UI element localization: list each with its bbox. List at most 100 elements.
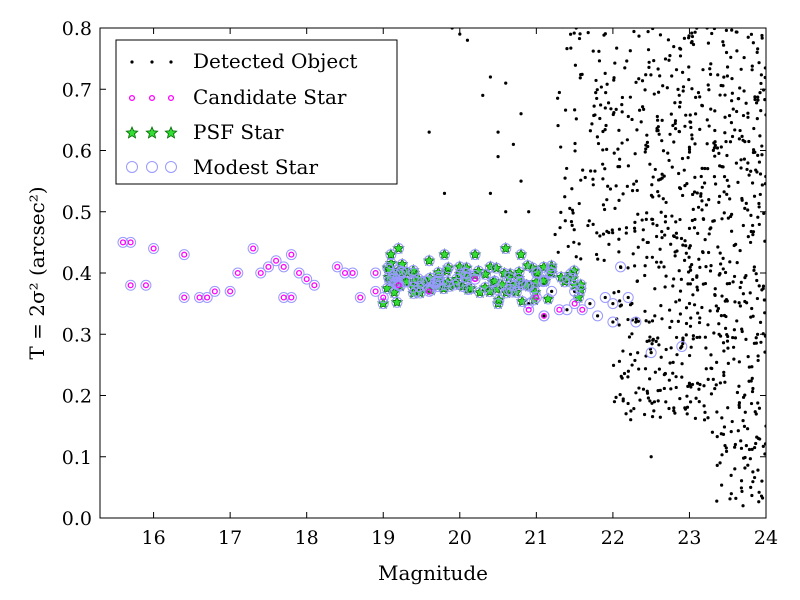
point-detected-object (647, 16, 650, 19)
point-detected-object (680, 362, 684, 366)
point-detected-object (736, 180, 740, 184)
legend-label-detected: Detected Object (193, 49, 357, 73)
point-modest-star (301, 273, 313, 285)
point-detected-object (662, 174, 666, 178)
point-detected-object (650, 217, 655, 222)
point-detected-object (732, 274, 737, 279)
point-detected-object (666, 226, 670, 230)
point-detected-object (681, 193, 685, 198)
point-detected-object (622, 371, 627, 376)
point-detected-object (637, 108, 642, 112)
point-detected-object (618, 24, 621, 27)
point-detected-object (747, 447, 752, 452)
point-detected-object (746, 235, 750, 239)
point-detected-object (637, 34, 641, 38)
point-detected-object (672, 406, 676, 410)
point-detected-object (757, 222, 761, 227)
point-detected-object (735, 109, 739, 114)
point-detected-object (650, 319, 655, 323)
point-detected-object (709, 366, 713, 370)
legend-box (115, 39, 398, 185)
point-detected-object (649, 73, 653, 77)
point-detected-object (458, 32, 462, 36)
point-detected-object (680, 344, 684, 349)
point-detected-object (747, 365, 751, 369)
point-modest-star (569, 285, 581, 297)
point-detected-object (739, 67, 743, 71)
point-detected-object (663, 220, 668, 224)
point-detected-object (729, 430, 733, 434)
point-detected-object (556, 250, 560, 254)
point-detected-object (693, 416, 698, 420)
point-detected-object (746, 111, 750, 115)
x-tick-label: 20 (448, 527, 472, 549)
point-detected-object (722, 75, 726, 79)
point-candidate-star (211, 288, 218, 295)
point-detected-object (719, 145, 723, 149)
point-detected-object (750, 306, 754, 311)
point-modest-star (247, 243, 259, 254)
point-detected-object (595, 135, 599, 139)
point-candidate-star (311, 282, 318, 289)
point-detected-object (707, 198, 711, 202)
point-detected-object (663, 372, 667, 376)
point-detected-object (656, 190, 660, 194)
point-detected-object (735, 390, 740, 395)
point-detected-object (634, 391, 638, 395)
point-detected-object (682, 258, 687, 263)
point-detected-object (657, 194, 661, 198)
point-detected-object (721, 267, 725, 271)
point-detected-object (718, 381, 723, 385)
point-detected-object (601, 129, 605, 134)
point-detected-object (668, 53, 672, 58)
point-detected-object (734, 496, 738, 500)
point-detected-object (688, 400, 693, 404)
point-detected-object (762, 211, 766, 215)
point-modest-star (546, 285, 558, 297)
point-candidate-star (334, 263, 341, 270)
point-detected-object (712, 175, 717, 179)
point-detected-object (671, 360, 675, 365)
point-detected-object (652, 409, 656, 413)
point-detected-object (750, 181, 755, 185)
point-detected-object (706, 323, 710, 327)
point-detected-object (655, 129, 659, 133)
point-detected-object (570, 187, 574, 191)
point-detected-object (760, 496, 765, 500)
point-detected-object (694, 396, 698, 400)
y-axis-label: T = 2σ² (arcsec²) (25, 186, 49, 359)
legend-marker-psf (125, 125, 139, 139)
point-detected-object (699, 174, 703, 179)
point-detected-object (608, 25, 611, 28)
point-detected-object (755, 117, 759, 121)
point-detected-object (709, 392, 714, 396)
point-detected-object (713, 386, 717, 391)
point-modest-star (408, 287, 420, 299)
point-detected-object (744, 101, 748, 105)
point-candidate-star (472, 276, 479, 283)
point-detected-object (751, 41, 755, 45)
point-detected-object (633, 358, 637, 363)
point-detected-object (696, 231, 700, 235)
point-detected-object (653, 167, 657, 172)
point-detected-object (726, 216, 730, 220)
point-modest-star (354, 292, 366, 303)
point-detected-object (671, 123, 675, 128)
point-detected-object (604, 123, 608, 128)
point-detected-object (756, 47, 760, 51)
point-detected-object (671, 371, 675, 375)
point-detected-object (695, 335, 699, 340)
point-modest-star (465, 283, 477, 295)
point-detected-object (597, 49, 601, 53)
point-detected-object (657, 343, 661, 347)
point-detected-object (665, 86, 669, 90)
point-detected-object (649, 351, 653, 355)
point-detected-object (721, 256, 725, 260)
point-modest-star (452, 277, 464, 289)
point-modest-star (584, 298, 596, 310)
point-detected-object (742, 157, 746, 161)
point-detected-object (689, 268, 693, 272)
point-detected-object (744, 337, 748, 341)
point-modest-star (432, 267, 444, 279)
